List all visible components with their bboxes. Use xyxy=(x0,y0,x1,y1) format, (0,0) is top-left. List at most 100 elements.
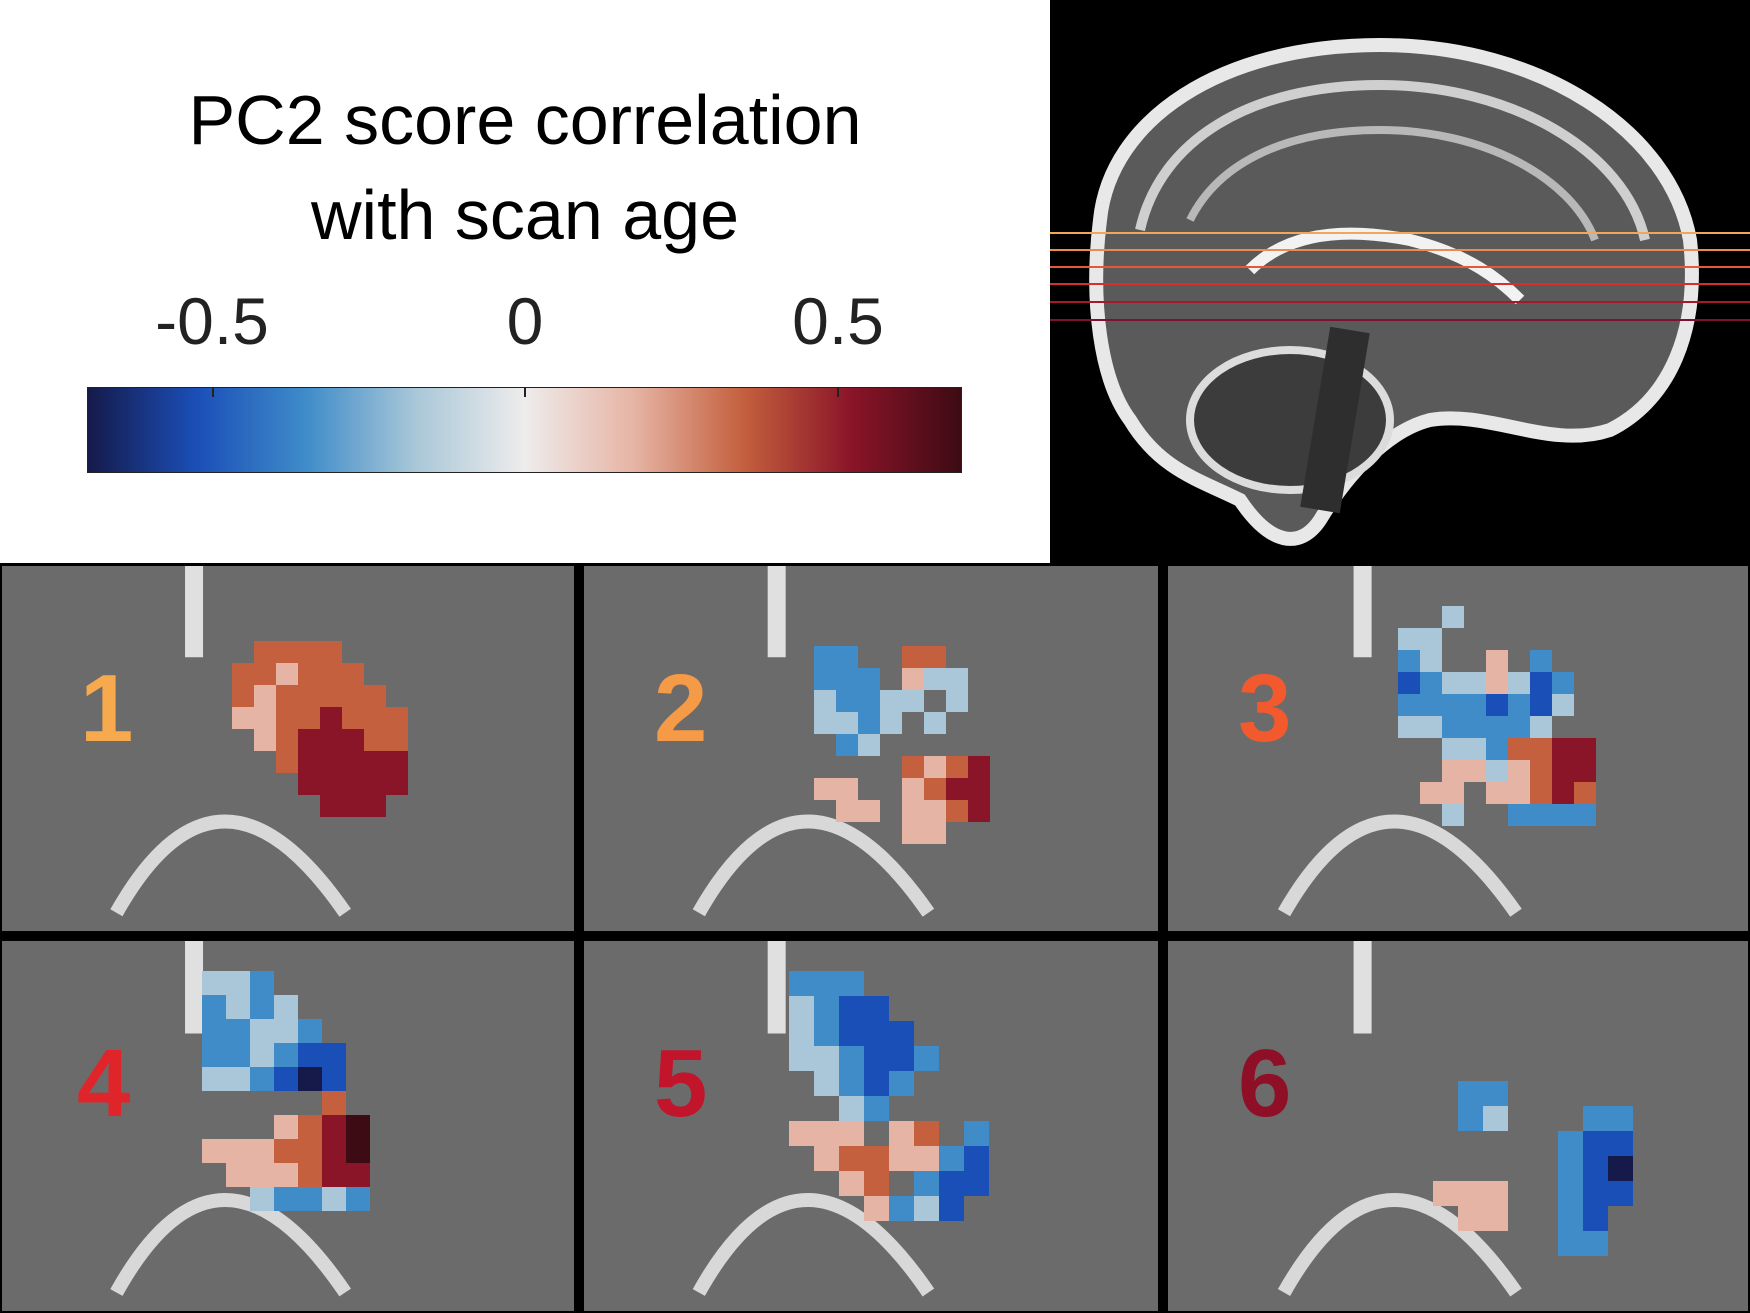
overlay-voxel xyxy=(1486,782,1508,804)
overlay-voxel xyxy=(1552,804,1574,826)
overlay-voxel xyxy=(1486,650,1508,672)
overlay-voxel xyxy=(836,800,858,822)
colorbar-legend: PC2 score correlation with scan age -0.5… xyxy=(0,0,1050,563)
overlay-voxel xyxy=(814,690,836,712)
overlay-voxel xyxy=(1530,650,1552,672)
overlay-voxel xyxy=(1464,738,1486,760)
overlay-voxel xyxy=(322,1163,346,1187)
overlay-voxel xyxy=(226,1019,250,1043)
overlay-voxel xyxy=(226,1139,250,1163)
axial-slices-grid: 1 2 3 4 5 6 xyxy=(0,563,1750,1313)
overlay-voxel xyxy=(274,1019,298,1043)
overlay-voxel xyxy=(914,1046,939,1071)
overlay-voxel xyxy=(254,641,276,663)
overlay-voxel xyxy=(836,778,858,800)
overlay-voxel xyxy=(202,995,226,1019)
overlay-voxel xyxy=(1508,716,1530,738)
corpus-callosum xyxy=(1245,227,1525,305)
slice-number-3: 3 xyxy=(1238,655,1292,762)
overlay-voxel xyxy=(946,690,968,712)
overlay-voxel xyxy=(1552,760,1574,782)
anatomy-outline xyxy=(110,1193,351,1297)
overlay-voxel xyxy=(1486,694,1508,716)
axial-slice-4: 4 xyxy=(2,941,574,1311)
overlay-voxel xyxy=(1486,738,1508,760)
overlay-voxel xyxy=(342,663,364,685)
overlay-voxel xyxy=(836,712,858,734)
slice-number-6: 6 xyxy=(1238,1030,1292,1137)
overlay-voxel xyxy=(1464,672,1486,694)
cortex-fold xyxy=(1135,79,1650,242)
overlay-voxel xyxy=(902,778,924,800)
overlay-voxel xyxy=(814,646,836,668)
colorbar-tick-neg xyxy=(212,388,214,397)
overlay-voxel xyxy=(814,971,839,996)
overlay-voxel xyxy=(1530,782,1552,804)
overlay-voxel xyxy=(202,1067,226,1091)
overlay-voxel xyxy=(1464,760,1486,782)
overlay-voxel xyxy=(274,1115,298,1139)
overlay-voxel xyxy=(250,1187,274,1211)
overlay-voxel xyxy=(789,1121,814,1146)
overlay-voxel xyxy=(386,773,408,795)
overlay-voxel xyxy=(968,778,990,800)
overlay-voxel xyxy=(1420,650,1442,672)
overlay-voxel xyxy=(322,1043,346,1067)
overlay-voxel xyxy=(1483,1181,1508,1206)
overlay-voxel xyxy=(1483,1106,1508,1131)
overlay-voxel xyxy=(889,1046,914,1071)
overlay-voxel xyxy=(322,1115,346,1139)
overlay-voxel xyxy=(1458,1181,1483,1206)
overlay-voxel xyxy=(298,663,320,685)
overlay-voxel xyxy=(342,729,364,751)
overlay-voxel xyxy=(858,800,880,822)
overlay-voxel xyxy=(946,668,968,690)
overlay-voxel xyxy=(320,641,342,663)
overlay-voxel xyxy=(322,1139,346,1163)
overlay-voxel xyxy=(964,1146,989,1171)
overlay-voxel xyxy=(254,707,276,729)
overlay-voxel xyxy=(1530,738,1552,760)
overlay-voxel xyxy=(902,756,924,778)
overlay-voxel xyxy=(346,1187,370,1211)
overlay-voxel xyxy=(320,751,342,773)
brain-outline xyxy=(1089,37,1699,546)
overlay-voxel xyxy=(1508,672,1530,694)
overlay-voxel xyxy=(924,668,946,690)
overlay-voxel xyxy=(858,712,880,734)
overlay-voxel xyxy=(320,663,342,685)
axial-slice-1: 1 xyxy=(2,566,574,931)
overlay-voxel xyxy=(1398,716,1420,738)
axial-slice-6: 6 xyxy=(1168,941,1748,1311)
overlay-voxel xyxy=(914,1196,939,1221)
overlay-voxel xyxy=(902,822,924,844)
overlay-voxel xyxy=(342,795,364,817)
overlay-voxel xyxy=(250,1067,274,1091)
overlay-voxel xyxy=(1558,1131,1583,1156)
overlay-voxel xyxy=(864,1096,889,1121)
overlay-voxel xyxy=(274,1067,298,1091)
overlay-voxel xyxy=(1433,1181,1458,1206)
overlay-voxel xyxy=(250,1019,274,1043)
overlay-voxel xyxy=(1420,782,1442,804)
overlay-voxel xyxy=(1508,738,1530,760)
overlay-voxel xyxy=(968,756,990,778)
overlay-voxel xyxy=(839,1071,864,1096)
overlay-voxel xyxy=(1420,628,1442,650)
slice-number-4: 4 xyxy=(77,1030,131,1137)
overlay-voxel xyxy=(1583,1181,1608,1206)
slice-position-lines xyxy=(1050,232,1750,321)
overlay-voxel xyxy=(232,707,254,729)
overlay-voxel xyxy=(946,800,968,822)
overlay-voxel xyxy=(1458,1081,1483,1106)
overlay-voxel xyxy=(1508,782,1530,804)
colorbar-tick-label-neg: -0.5 xyxy=(155,284,269,358)
overlay-voxel xyxy=(914,1171,939,1196)
overlay-voxel xyxy=(346,1115,370,1139)
brainstem xyxy=(1300,326,1370,514)
overlay-voxel xyxy=(364,685,386,707)
overlay-voxel xyxy=(1608,1181,1633,1206)
overlay-voxel xyxy=(814,712,836,734)
overlay-voxel xyxy=(1508,760,1530,782)
overlay-voxel xyxy=(226,1043,250,1067)
